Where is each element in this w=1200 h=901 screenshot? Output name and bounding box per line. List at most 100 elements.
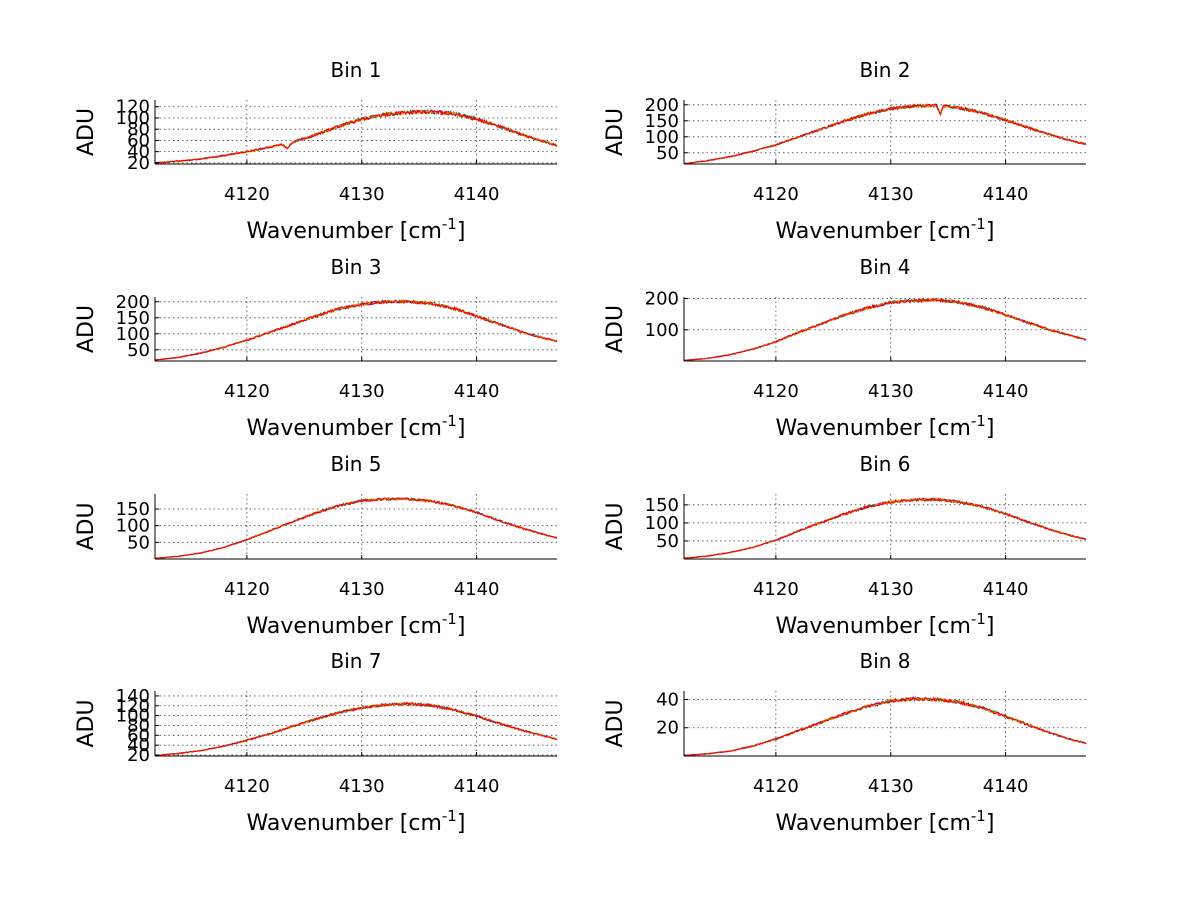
overlay-series-line [683,103,1087,165]
x-tick-label: 4130 [339,776,385,797]
y-tick-label: 100 [645,320,679,341]
x-axis-label-superscript: -1 [971,215,986,233]
y-tick-label: 150 [645,111,679,132]
x-tick-label: 4130 [868,184,914,205]
overlay-series-line [154,298,558,361]
y-tick-label: 40 [127,735,150,756]
x-axis-label-main: Wavenumber [cm [776,219,971,244]
x-axis-label-tail: ] [457,614,466,639]
x-axis-label-superscript: -1 [971,412,986,430]
overlay-series-line [154,109,558,164]
x-tick-label: 4120 [753,381,799,402]
x-tick-label: 4120 [753,184,799,205]
x-axis-label-main: Wavenumber [cm [247,416,442,441]
x-axis-label: Wavenumber [cm-1] [776,412,995,441]
y-tick-label: 200 [645,289,679,310]
x-axis-label: Wavenumber [cm-1] [776,807,995,836]
x-tick-label: 4130 [339,579,385,600]
x-tick-label: 4130 [868,776,914,797]
x-tick-label: 4120 [224,579,270,600]
y-axis-label: ADU [603,699,628,747]
y-tick-label: 80 [127,715,150,736]
series-line [154,108,557,164]
overlay-series-line [683,696,1087,757]
series-line [683,297,1087,362]
subplot-8: 4120 4130 4140 20 40 Bin 8 Wavenumber [cm-1] AD… [603,649,1087,836]
series-line [684,696,1087,756]
y-tick-label: 20 [656,718,679,739]
x-axis-label-tail: ] [457,811,466,836]
overlay-series-line [154,109,558,164]
x-tick-label: 4120 [224,381,270,402]
x-tick-label: 4140 [454,776,500,797]
x-tick-label: 4120 [753,776,799,797]
y-tick-label: 50 [656,531,679,552]
series-line [155,299,558,361]
overlay-series-line [683,695,1087,756]
x-axis-label: Wavenumber [cm-1] [776,215,995,244]
subplot-title: Bin 3 [330,255,381,279]
y-tick-label: 20 [127,153,150,174]
x-axis-label-main: Wavenumber [cm [247,614,442,639]
x-axis-label-superscript: -1 [442,807,457,825]
y-tick-label: 200 [116,292,150,313]
y-tick-label: 150 [116,308,150,329]
x-axis-label-superscript: -1 [442,610,457,628]
x-axis-label-main: Wavenumber [cm [247,219,442,244]
x-axis-label-tail: ] [457,219,466,244]
x-axis-label-tail: ] [986,614,995,639]
y-tick-label: 120 [116,696,150,717]
subplot-title: Bin 5 [330,452,381,476]
subplot-title: Bin 6 [859,452,910,476]
x-tick-label: 4130 [868,381,914,402]
y-tick-label: 100 [645,127,679,148]
x-axis-label: Wavenumber [cm-1] [247,215,466,244]
y-tick-label: 100 [645,513,679,534]
y-tick-label: 80 [127,119,150,140]
x-axis-label-main: Wavenumber [cm [247,811,442,836]
x-axis-label-tail: ] [986,219,995,244]
x-tick-label: 4140 [454,381,500,402]
x-tick-label: 4130 [868,579,914,600]
series-line [154,702,558,757]
series-line [154,496,558,559]
x-axis-label: Wavenumber [cm-1] [776,610,995,639]
y-tick-label: 50 [127,340,150,361]
y-axis-label: ADU [74,108,99,156]
x-axis-label-main: Wavenumber [cm [776,614,971,639]
y-axis-label: ADU [74,305,99,353]
y-axis-label: ADU [74,502,99,550]
y-axis-label: ADU [603,108,628,156]
x-axis-label-superscript: -1 [971,807,986,825]
subplot-title: Bin 1 [330,58,381,82]
y-tick-label: 40 [127,142,150,163]
subplot-title: Bin 8 [859,649,910,673]
overlay-series-line [154,108,558,164]
subplot-title: Bin 2 [859,58,910,82]
y-tick-label: 140 [116,686,150,707]
subplot-4: 4120 4130 4140 100 200 Bin 4 Wavenumber [cm-1]… [603,255,1087,441]
x-tick-label: 4140 [983,776,1029,797]
x-tick-label: 4140 [983,579,1029,600]
y-tick-label: 150 [645,495,679,516]
y-tick-label: 50 [656,143,679,164]
overlay-series-line [155,299,558,361]
x-axis-label-superscript: -1 [442,215,457,233]
x-axis-label-tail: ] [457,416,466,441]
x-axis-label: Wavenumber [cm-1] [247,807,466,836]
series-line [683,103,1087,165]
overlay-series-line [683,696,1087,757]
y-tick-label: 60 [127,130,150,151]
y-tick-label: 120 [116,97,150,118]
x-tick-label: 4120 [224,776,270,797]
x-tick-label: 4130 [339,184,385,205]
series-line [683,497,1087,559]
x-axis-label-main: Wavenumber [cm [776,811,971,836]
